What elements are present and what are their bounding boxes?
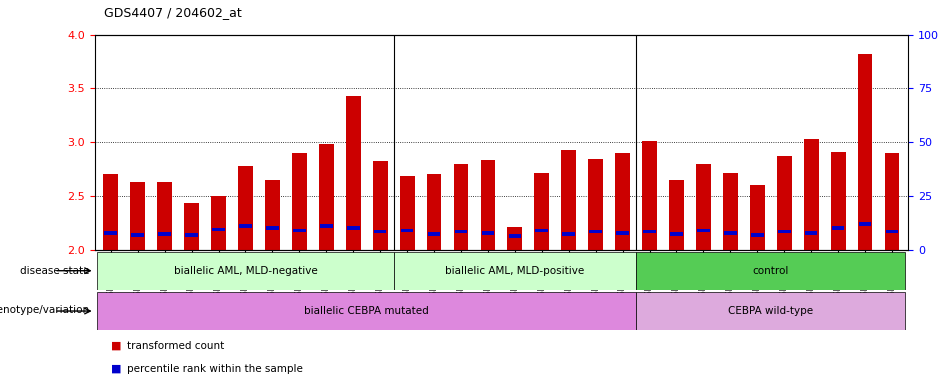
Bar: [157, 182, 172, 250]
Text: GDS4407 / 204602_at: GDS4407 / 204602_at: [104, 6, 242, 19]
Bar: [97, 292, 636, 330]
Text: biallelic CEBPA mutated: biallelic CEBPA mutated: [305, 306, 429, 316]
Bar: [158, 232, 171, 236]
Bar: [131, 182, 145, 250]
Text: control: control: [753, 266, 789, 276]
Bar: [507, 227, 522, 250]
Bar: [669, 180, 684, 250]
Bar: [103, 174, 118, 250]
Bar: [724, 231, 737, 235]
Bar: [616, 231, 629, 235]
Bar: [394, 252, 636, 290]
Bar: [805, 231, 817, 235]
Bar: [428, 232, 440, 236]
Bar: [453, 164, 468, 250]
Text: CEBPA wild-type: CEBPA wild-type: [728, 306, 814, 316]
Text: disease state: disease state: [21, 266, 90, 276]
Bar: [643, 230, 656, 233]
Bar: [750, 185, 764, 250]
Bar: [751, 233, 763, 237]
Bar: [374, 230, 387, 233]
Bar: [589, 230, 602, 233]
Bar: [561, 150, 576, 250]
Bar: [697, 228, 710, 232]
Bar: [831, 152, 846, 250]
Bar: [885, 230, 899, 233]
Bar: [239, 224, 252, 228]
Bar: [265, 180, 280, 250]
Bar: [455, 230, 467, 233]
Bar: [642, 141, 657, 250]
Text: percentile rank within the sample: percentile rank within the sample: [127, 364, 303, 374]
Bar: [266, 227, 279, 230]
Bar: [211, 196, 226, 250]
Bar: [777, 156, 792, 250]
Bar: [858, 54, 872, 250]
Bar: [184, 204, 199, 250]
Bar: [347, 227, 359, 230]
Bar: [320, 224, 333, 228]
Bar: [104, 231, 117, 235]
Bar: [636, 292, 905, 330]
Bar: [534, 173, 550, 250]
Bar: [401, 228, 413, 232]
Text: biallelic AML, MLD-negative: biallelic AML, MLD-negative: [173, 266, 317, 276]
Bar: [832, 227, 845, 230]
Bar: [482, 231, 494, 235]
Bar: [427, 174, 442, 250]
Bar: [636, 252, 905, 290]
Bar: [509, 234, 521, 238]
Bar: [696, 164, 710, 250]
Bar: [885, 153, 900, 250]
Bar: [212, 228, 225, 231]
Text: transformed count: transformed count: [127, 341, 224, 351]
Text: ■: ■: [111, 341, 121, 351]
Bar: [131, 233, 144, 237]
Bar: [97, 252, 394, 290]
Bar: [563, 232, 575, 236]
Bar: [804, 139, 818, 250]
Bar: [778, 230, 791, 233]
Bar: [319, 144, 334, 250]
Bar: [859, 222, 871, 226]
Text: ■: ■: [111, 364, 121, 374]
Bar: [399, 177, 414, 250]
Bar: [346, 96, 360, 250]
Bar: [723, 173, 738, 250]
Text: biallelic AML, MLD-positive: biallelic AML, MLD-positive: [446, 266, 585, 276]
Bar: [588, 159, 603, 250]
Bar: [292, 153, 307, 250]
Bar: [185, 233, 198, 237]
Bar: [615, 153, 630, 250]
Bar: [373, 161, 388, 250]
Bar: [670, 232, 683, 236]
Bar: [535, 228, 548, 232]
Text: genotype/variation: genotype/variation: [0, 305, 90, 315]
Bar: [293, 228, 306, 232]
Bar: [238, 166, 253, 250]
Bar: [481, 161, 496, 250]
